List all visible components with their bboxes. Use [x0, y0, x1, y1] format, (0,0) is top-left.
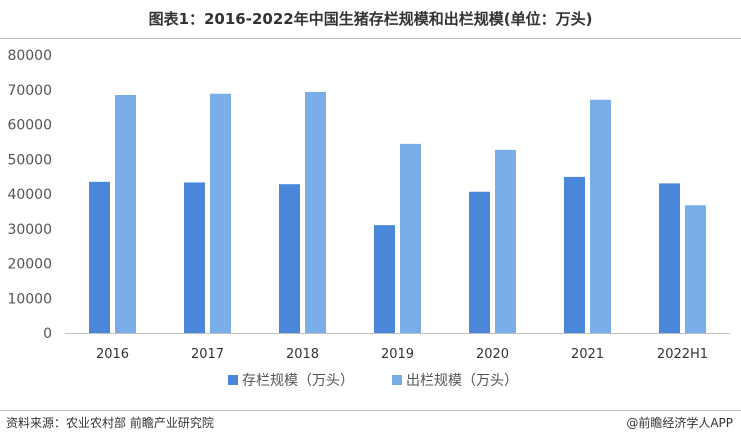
bar-slaughter-2016	[115, 94, 136, 333]
bar-slaughter-2018	[305, 91, 326, 333]
footer-divider	[0, 410, 741, 411]
bar-slaughter-2021	[590, 99, 611, 334]
y-tick-label: 20000	[7, 257, 52, 273]
x-tick-label: 2017	[191, 347, 224, 362]
title-divider	[0, 38, 741, 39]
y-tick-label: 10000	[7, 291, 52, 307]
y-tick-label: 40000	[7, 187, 52, 203]
bar-inventory-2021	[564, 176, 585, 333]
source-note: 资料来源：农业农村部 前瞻产业研究院	[6, 416, 214, 430]
y-tick-label: 70000	[7, 83, 52, 99]
y-tick-label: 80000	[7, 48, 52, 64]
x-tick-label: 2020	[476, 347, 509, 362]
bar-slaughter-2020	[495, 149, 516, 333]
y-tick-label: 50000	[7, 152, 52, 168]
bar-slaughter-2019	[400, 143, 421, 333]
x-tick-label: 2016	[96, 347, 129, 362]
brand-label: @前瞻经济学人APP	[626, 416, 733, 430]
legend-label: 出栏规模（万头）	[406, 373, 518, 389]
bar-chart: 0 10000 20000 30000 40000 50000 60000 70000 8000…	[7, 48, 730, 389]
bar-inventory-2017	[184, 182, 205, 333]
bar-slaughter-2022H1	[685, 205, 706, 333]
x-tick-label: 2018	[286, 347, 319, 362]
y-tick-label: 30000	[7, 222, 52, 238]
legend-swatch	[228, 375, 238, 385]
bar-inventory-2022H1	[659, 183, 680, 333]
chart-title: 图表1：2016-2022年中国生猪存栏规模和出栏规模(单位：万头)	[148, 10, 593, 28]
legend-swatch	[392, 375, 402, 385]
x-tick-label: 2019	[381, 347, 414, 362]
bar-slaughter-2017	[210, 93, 231, 333]
bar-inventory-2020	[469, 191, 490, 333]
bar-inventory-2018	[279, 184, 300, 333]
y-tick-label: 60000	[7, 118, 52, 134]
bar-inventory-2019	[374, 225, 395, 333]
x-tick-label: 2022H1	[657, 347, 708, 362]
bar-inventory-2016	[89, 181, 110, 333]
legend-label: 存栏规模（万头）	[242, 373, 354, 389]
x-tick-label: 2021	[571, 347, 604, 362]
y-tick-label: 0	[43, 326, 52, 342]
